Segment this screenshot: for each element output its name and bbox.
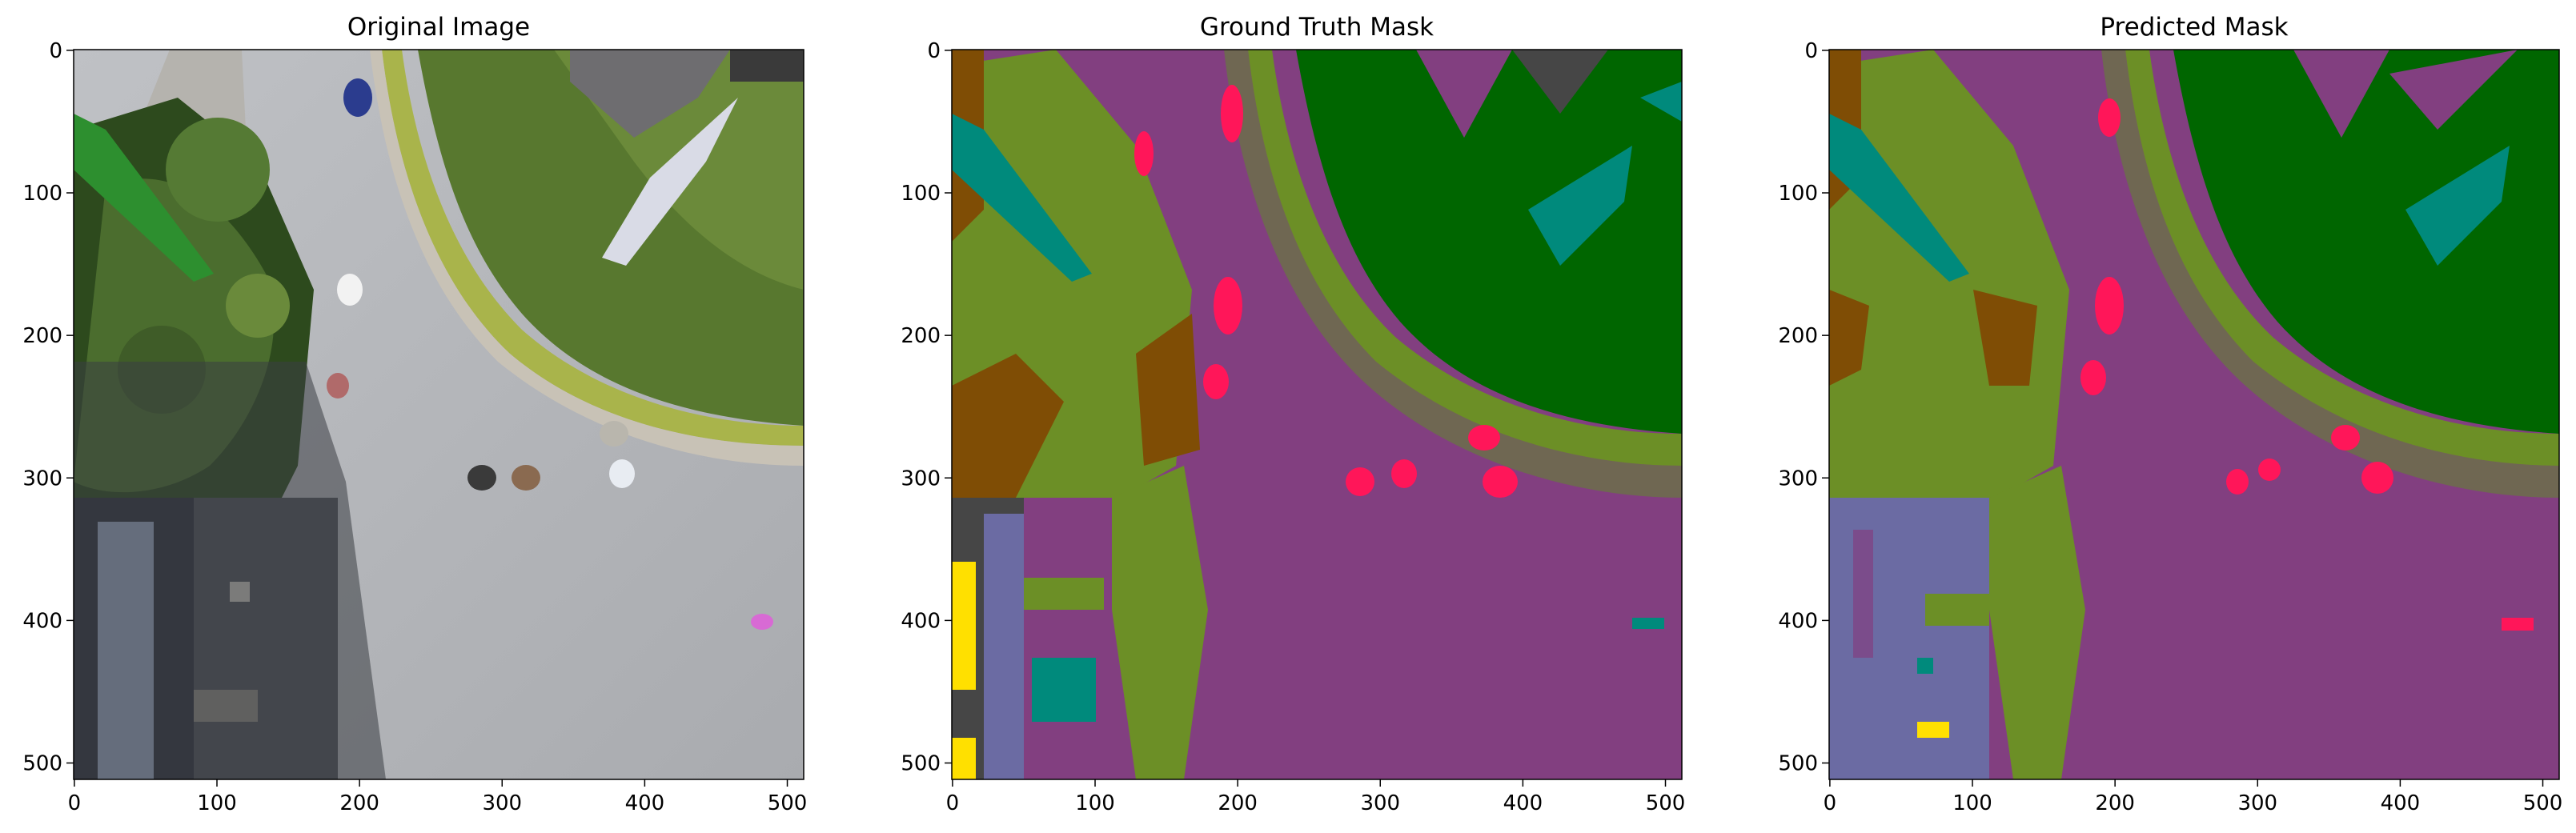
x-tick-label: 0 [68, 791, 82, 815]
y-tick-label: 500 [901, 752, 941, 776]
y-tick-label: 200 [1778, 324, 1818, 348]
x-tick-label: 500 [768, 791, 808, 815]
panel-title-original: Original Image [347, 13, 530, 42]
x-tick-label: 400 [1503, 791, 1543, 815]
x-tick-label: 100 [197, 791, 237, 815]
y-tick-label: 400 [901, 609, 941, 633]
y-tick-label: 100 [901, 182, 941, 206]
x-tick-label: 200 [339, 791, 379, 815]
x-tick-label: 0 [1824, 791, 1837, 815]
y-tick-label: 100 [22, 182, 62, 206]
x-tick-label: 300 [2237, 791, 2277, 815]
y-tick-label: 400 [22, 609, 62, 633]
y-tick-label: 300 [1778, 467, 1818, 491]
x-tick-label: 300 [482, 791, 522, 815]
y-tick-label: 300 [22, 467, 62, 491]
x-tick-label: 400 [625, 791, 665, 815]
x-tick-label: 400 [2381, 791, 2421, 815]
panel-title-ground-truth: Ground Truth Mask [1200, 13, 1434, 42]
y-tick-label: 500 [22, 752, 62, 776]
predicted-mask [1828, 49, 2560, 780]
y-tick-label: 400 [1778, 609, 1818, 633]
y-tick-label: 0 [927, 39, 941, 63]
x-tick-label: 0 [946, 791, 960, 815]
ground-truth-mask [951, 49, 1683, 780]
panel-title-predicted: Predicted Mask [2100, 13, 2288, 42]
y-tick-label: 300 [901, 467, 941, 491]
x-tick-label: 100 [1952, 791, 1992, 815]
y-tick-label: 0 [49, 39, 62, 63]
y-tick-label: 500 [1778, 752, 1818, 776]
x-tick-label: 200 [1218, 791, 1258, 815]
y-tick-label: 0 [1804, 39, 1818, 63]
y-tick-label: 200 [22, 324, 62, 348]
x-tick-label: 300 [1360, 791, 1400, 815]
x-tick-label: 500 [1646, 791, 1686, 815]
y-tick-label: 200 [901, 324, 941, 348]
y-tick-label: 100 [1778, 182, 1818, 206]
x-tick-label: 100 [1075, 791, 1115, 815]
original-image [73, 49, 804, 780]
x-tick-label: 200 [2095, 791, 2135, 815]
x-tick-label: 500 [2523, 791, 2563, 815]
